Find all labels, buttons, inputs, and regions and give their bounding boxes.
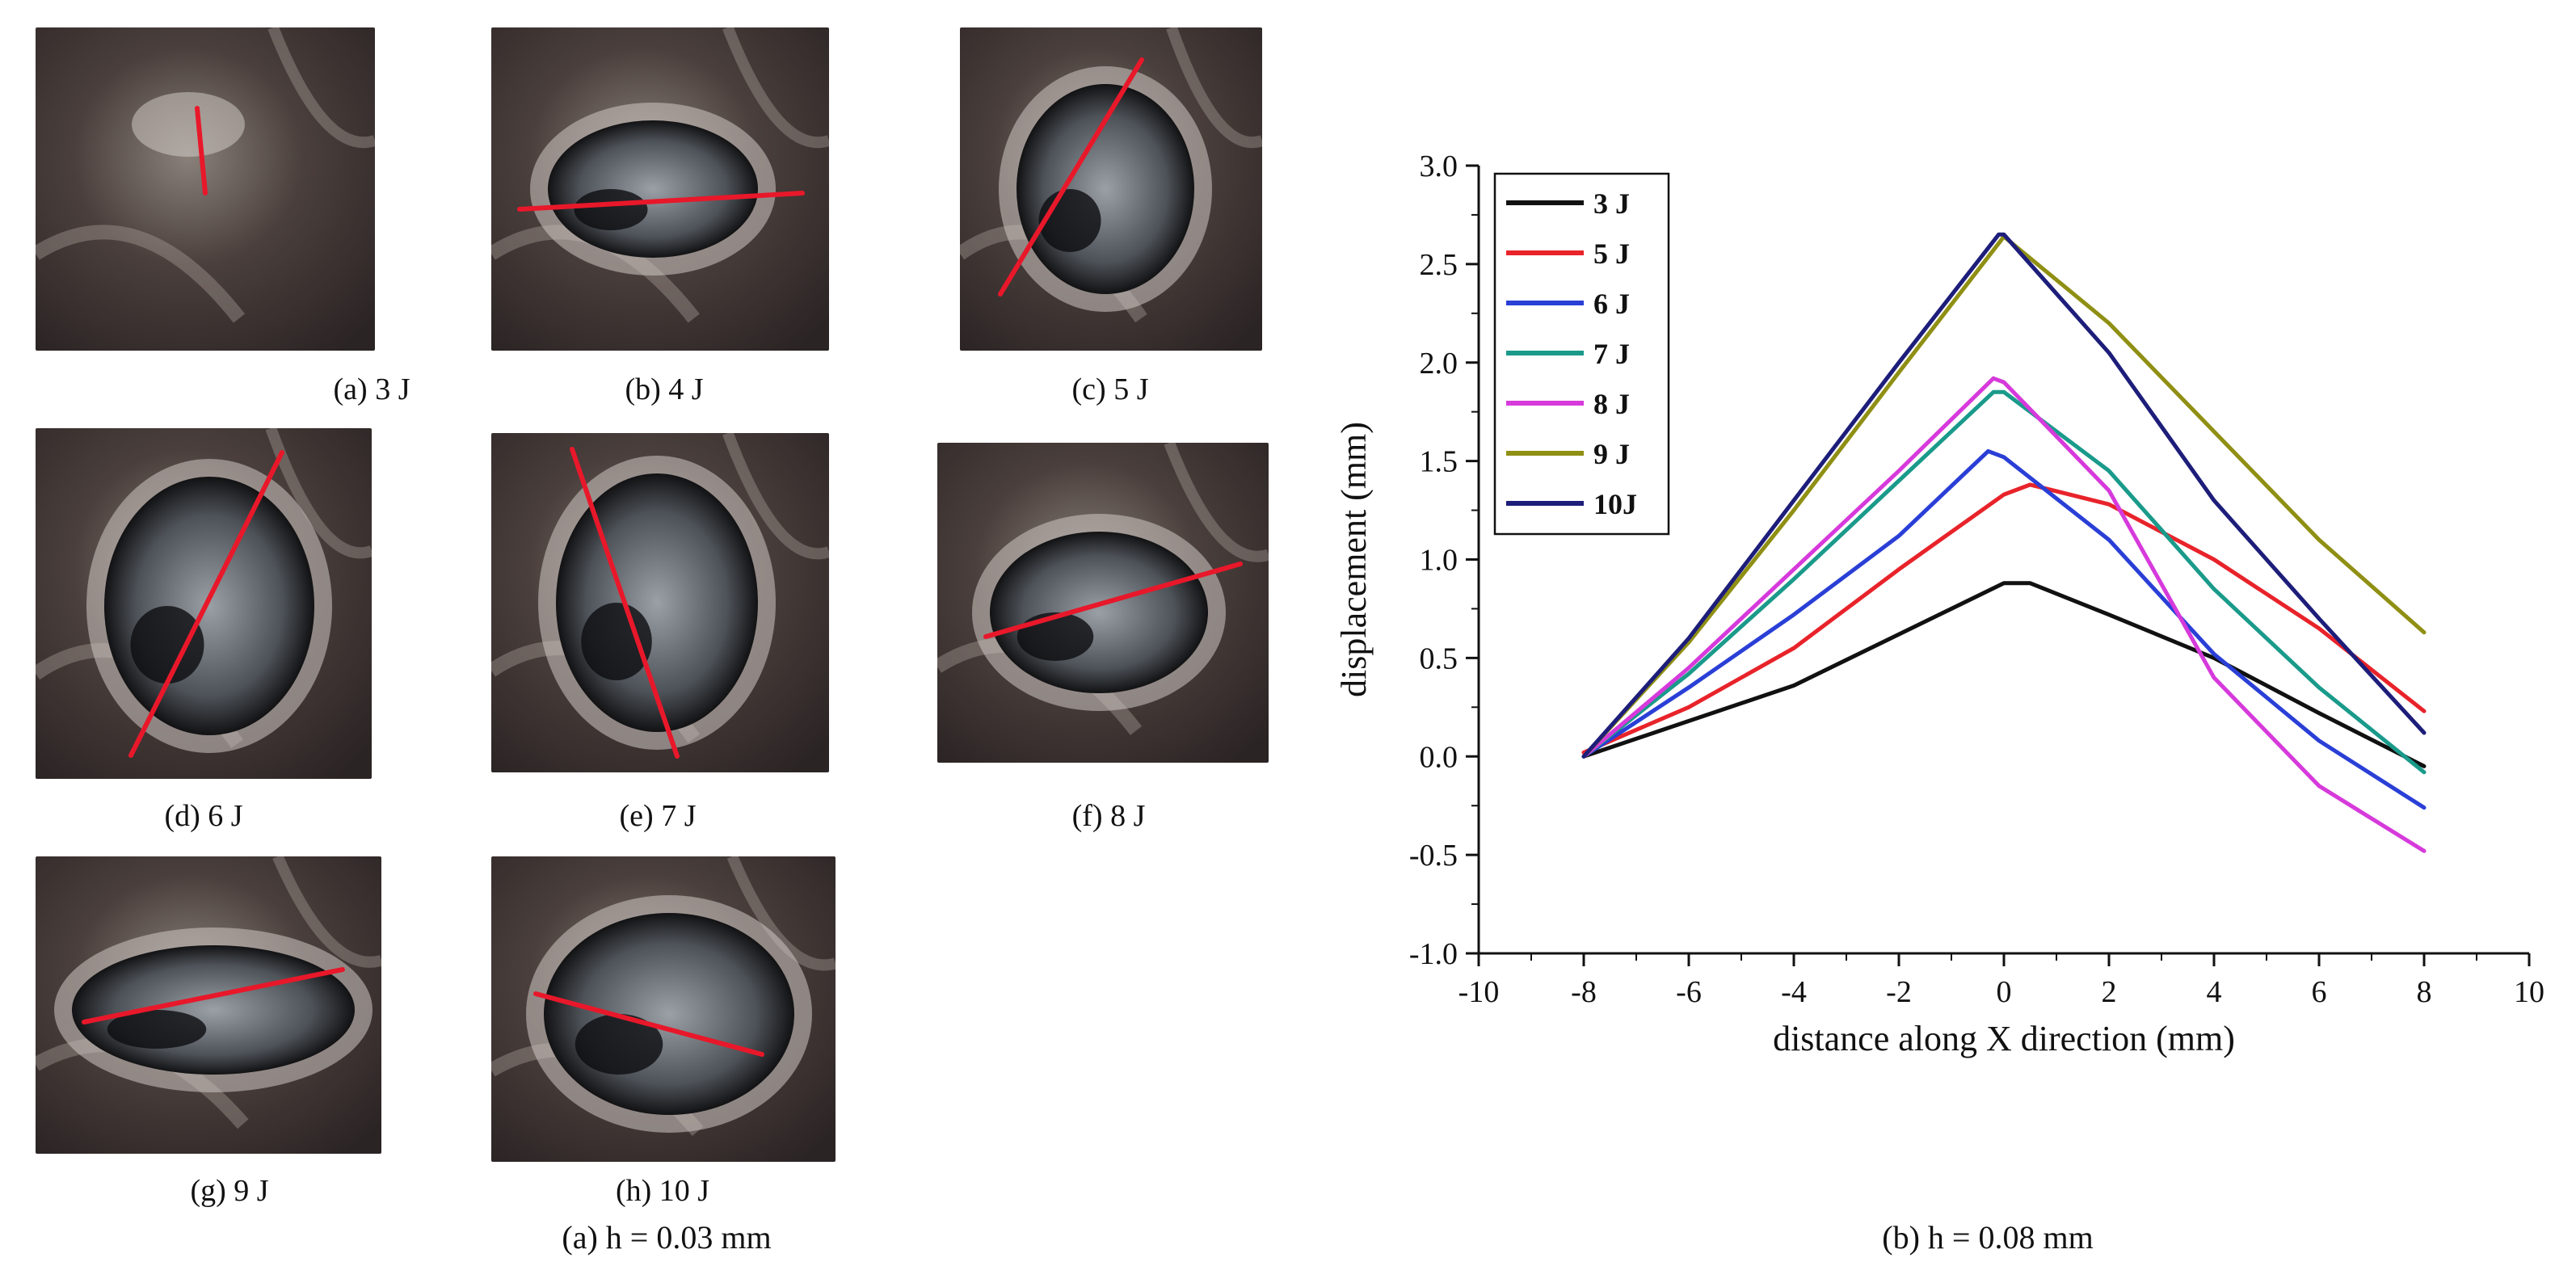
series-line: [1581, 581, 2427, 768]
series-line: [1581, 448, 2427, 810]
impact-photo: [491, 27, 829, 351]
x-tick-label: -8: [1571, 975, 1597, 1009]
legend-label: 3 J: [1593, 187, 1630, 220]
x-tick-label: 6: [2312, 975, 2327, 1009]
panel-a-caption: (a) h = 0.03 mm: [562, 1219, 772, 1256]
y-tick-label: 0.0: [1420, 740, 1458, 774]
impact-photo: [937, 443, 1269, 763]
y-tick-label: 2.5: [1420, 248, 1458, 282]
x-tick-label: -2: [1886, 975, 1912, 1009]
legend-label: 8 J: [1593, 388, 1630, 420]
y-tick-label: 1.0: [1420, 544, 1458, 578]
photo-caption: (a) 3 J: [333, 372, 410, 406]
photo-caption: (b) 4 J: [625, 372, 704, 406]
photo-caption: (h) 10 J: [615, 1174, 710, 1208]
legend-label: 9 J: [1593, 438, 1630, 470]
impact-photo: [36, 428, 372, 779]
x-tick-label: -4: [1781, 975, 1807, 1009]
photo-caption: (d) 6 J: [164, 799, 243, 833]
impact-photo: [491, 433, 829, 772]
x-tick-label: 2: [2102, 975, 2117, 1009]
y-tick-label: 3.0: [1420, 149, 1458, 183]
x-tick-label: 0: [1997, 975, 2012, 1009]
x-axis-label: distance along X direction (mm): [1773, 1019, 2235, 1058]
y-axis-label: displacement (mm): [1334, 422, 1374, 697]
displacement-chart: -10 -8 -6 -4 -2 0 2 4 6 8 10 -1.0 -0.5 0.0 0.5 1.0 1.5 2.…: [1293, 121, 2553, 1107]
x-tick-label: 10: [2514, 975, 2544, 1009]
legend-label: 5 J: [1593, 238, 1630, 270]
photo-caption: (e) 7 J: [619, 799, 697, 833]
panel-b-caption: (b) h = 0.08 mm: [1882, 1219, 2094, 1256]
series-line: [1581, 482, 2427, 755]
x-tick-label: 4: [2207, 975, 2222, 1009]
y-tick-label: -0.5: [1409, 839, 1458, 873]
series-line: [1581, 389, 2427, 775]
series-line: [1581, 232, 2427, 759]
legend-label: 10J: [1593, 488, 1637, 520]
photo-caption: (f) 8 J: [1071, 799, 1146, 833]
legend-label: 6 J: [1593, 288, 1630, 320]
y-tick-label: 0.5: [1420, 642, 1458, 675]
impact-photo: [491, 856, 836, 1162]
series-line: [1581, 376, 2427, 853]
y-tick-label: 2.0: [1420, 347, 1458, 381]
x-tick-label: -10: [1458, 975, 1500, 1009]
impact-photo: [36, 27, 375, 351]
y-tick-label: 1.5: [1420, 445, 1458, 479]
x-tick-label: 8: [2417, 975, 2432, 1009]
x-tick-label: -6: [1676, 975, 1702, 1009]
legend-label: 7 J: [1593, 338, 1630, 370]
photo-caption: (g) 9 J: [190, 1174, 269, 1208]
impact-photo: [36, 856, 381, 1154]
chart-svg: -10 -8 -6 -4 -2 0 2 4 6 8 10 -1.0 -0.5 0.0 0.5 1.0 1.5 2.…: [1334, 149, 2544, 1058]
impact-photo: [960, 27, 1262, 351]
photo-caption: (c) 5 J: [1071, 372, 1149, 406]
y-tick-label: -1.0: [1409, 937, 1458, 971]
